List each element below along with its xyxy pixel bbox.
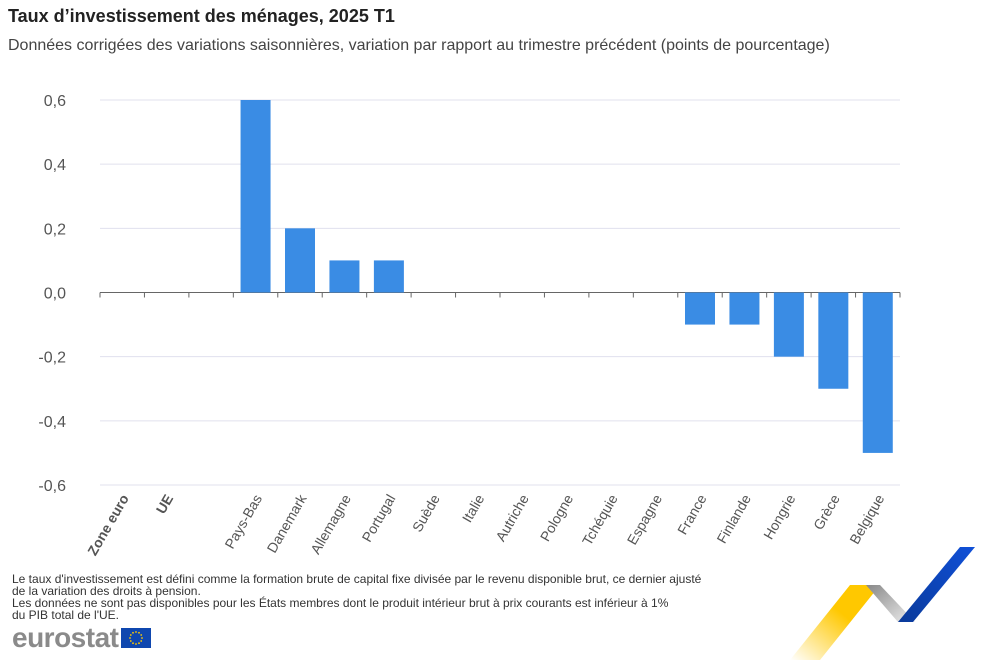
footnotes: Le taux d'investissement est défini comm… [12,573,752,621]
x-tick-label: Italie [459,491,488,525]
y-tick-label: 0,4 [44,157,66,174]
bar [240,100,271,293]
y-tick-label: -0,4 [38,414,66,431]
x-tick-label: Hongrie [760,491,798,542]
x-tick-label: Grèce [810,491,843,532]
eu-star [141,637,144,639]
x-tick-label: Suède [409,491,443,534]
bar [373,260,404,293]
eu-star [140,640,143,642]
eu-star [135,631,138,633]
x-tick-label: Danemark [263,491,310,556]
bar [685,292,715,325]
bar [862,292,893,453]
x-tick-label: Espagne [624,491,666,547]
eu-star [132,642,135,645]
eu-star [130,640,133,642]
y-tick-label: 0,0 [44,286,66,303]
x-tick-label: Autriche [492,491,532,544]
chart-subtitle: Données corrigées des variations saisonn… [8,37,830,54]
eurostat-logo[interactable]: eurostat [12,622,152,653]
footnote-line: Les données ne sont pas disponibles pour… [12,596,669,610]
x-tick-label: Pologne [537,491,577,544]
x-tick-label: Portugal [359,492,399,545]
footnote-line: Le taux d'investissement est défini comm… [12,572,702,586]
eu-flag-icon [121,628,152,648]
x-tick-label: France [674,491,710,537]
footnote-line: de la variation des droits à pension. [12,584,201,598]
x-tick-label: Finlande [713,491,754,546]
bar [773,292,804,357]
y-tick-label: -0,2 [38,350,66,367]
x-tick-label: Tchéquie [579,491,621,548]
decorative-ribbon-graphic [790,547,975,660]
chart-title: Taux d’investissement des ménages, 2025 … [8,6,395,26]
eu-star [132,631,135,634]
x-tick-label: UE [153,492,177,517]
bar [818,292,849,389]
eu-star [135,643,138,645]
y-tick-label: -0,6 [38,478,66,495]
eu-star [130,634,133,636]
y-tick-label: 0,6 [44,93,66,110]
eu-star [140,634,143,636]
bar [729,292,760,325]
x-tick-label: Pays-Bas [221,492,265,552]
x-tick-label: Allemagne [307,491,354,556]
eurostat-logo-text: eurostat [12,622,119,653]
x-tick-label: Zone euro [84,492,132,559]
eu-star [138,631,141,634]
bar [285,228,315,293]
eu-star [138,642,141,645]
bar [329,260,360,293]
x-tick-label: Belgique [846,491,887,546]
bar-chart: -0,6 -0,4 -0,2 0,0 0,2 0,4 0,6 Zone euro UE Pays-… [38,93,901,559]
footnote-line: du PIB total de l'UE. [12,608,120,622]
eu-star [129,637,132,639]
y-tick-label: 0,2 [44,221,66,238]
